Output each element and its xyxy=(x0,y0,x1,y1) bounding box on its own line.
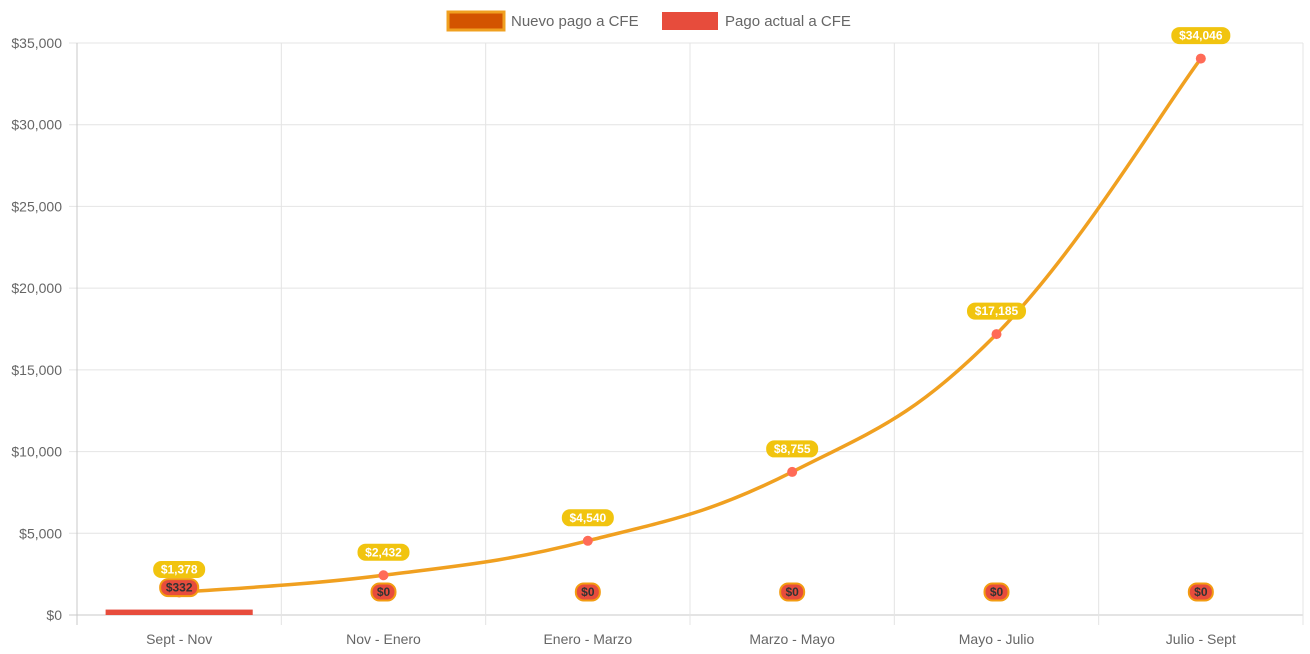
legend-label-pago-actual: Pago actual a CFE xyxy=(725,13,851,30)
data-label-nuevo-pago: $1,378 xyxy=(161,562,198,576)
bar-pago-actual xyxy=(105,609,253,615)
data-label-pago-actual: $0 xyxy=(785,585,799,599)
y-axis: $0 $5,000 $10,000 $15,000 $20,000 $25,000 $30,… xyxy=(11,35,62,623)
x-tick-label: Sept - Nov xyxy=(146,631,212,647)
y-tick-label: $35,000 xyxy=(11,35,62,51)
y-tick-label: $25,000 xyxy=(11,198,62,214)
data-label-nuevo-pago-bg xyxy=(967,302,1026,320)
x-tick-label: Marzo - Mayo xyxy=(749,631,835,647)
line-nuevo-pago xyxy=(177,56,1203,595)
data-label-pago-actual-bg xyxy=(779,582,806,602)
point-nuevo-pago xyxy=(582,535,593,546)
x-tick-label: Mayo - Julio xyxy=(959,631,1035,647)
y-tick-label: $10,000 xyxy=(11,444,62,460)
data-label-pago-actual-bg xyxy=(370,582,397,602)
point-nuevo-pago xyxy=(991,329,1002,340)
x-tick-label: Nov - Enero xyxy=(346,631,421,647)
y-tick-label: $5,000 xyxy=(19,525,62,541)
grid xyxy=(69,42,1304,625)
point-nuevo-pago xyxy=(378,570,389,581)
data-labels: $332 $0 $0 $0 $0 $0 $1,378 $2,432 $4,540 $8,755 $1… xyxy=(153,27,1231,602)
data-label-nuevo-pago-bg xyxy=(561,509,614,527)
legend-item-nuevo-pago[interactable]: Nuevo pago a CFE xyxy=(446,10,639,32)
y-tick-label: $0 xyxy=(46,607,62,623)
data-label-nuevo-pago: $34,046 xyxy=(1179,29,1223,43)
data-label-pago-actual: $0 xyxy=(1194,585,1208,599)
data-label-pago-actual-bg xyxy=(159,578,200,598)
data-label-nuevo-pago: $8,755 xyxy=(774,442,811,456)
data-label-nuevo-pago-bg xyxy=(1171,27,1231,45)
data-label-pago-actual: $0 xyxy=(581,585,595,599)
y-tick-label: $15,000 xyxy=(11,362,62,378)
data-label-pago-actual: $0 xyxy=(377,585,391,599)
legend: Nuevo pago a CFE Pago actual a CFE xyxy=(446,10,851,32)
x-tick-label: Julio - Sept xyxy=(1166,631,1236,647)
data-label-pago-actual-bg xyxy=(574,582,601,602)
x-tick-label: Enero - Marzo xyxy=(543,631,632,647)
point-nuevo-pago xyxy=(1195,53,1206,64)
data-label-pago-actual: $332 xyxy=(166,581,193,595)
data-label-nuevo-pago-bg xyxy=(766,440,819,458)
legend-swatch-pago-actual xyxy=(662,12,718,30)
data-label-pago-actual-bg xyxy=(983,582,1010,602)
data-label-pago-actual-bg xyxy=(1187,582,1214,602)
data-label-nuevo-pago-bg xyxy=(357,543,410,561)
data-label-nuevo-pago: $17,185 xyxy=(975,304,1019,318)
y-tick-label: $20,000 xyxy=(11,280,62,296)
legend-swatch-nuevo-pago xyxy=(446,10,506,32)
data-label-nuevo-pago-bg xyxy=(153,560,206,578)
legend-item-pago-actual[interactable]: Pago actual a CFE xyxy=(662,12,851,30)
point-nuevo-pago xyxy=(787,466,798,477)
bars xyxy=(105,609,253,615)
data-label-nuevo-pago: $4,540 xyxy=(569,511,606,525)
x-axis: Sept - Nov Nov - Enero Enero - Marzo Marzo … xyxy=(146,631,1236,647)
y-tick-label: $30,000 xyxy=(11,117,62,133)
legend-label-nuevo-pago: Nuevo pago a CFE xyxy=(511,13,639,30)
data-label-pago-actual: $0 xyxy=(990,585,1004,599)
data-label-nuevo-pago: $2,432 xyxy=(365,545,402,559)
